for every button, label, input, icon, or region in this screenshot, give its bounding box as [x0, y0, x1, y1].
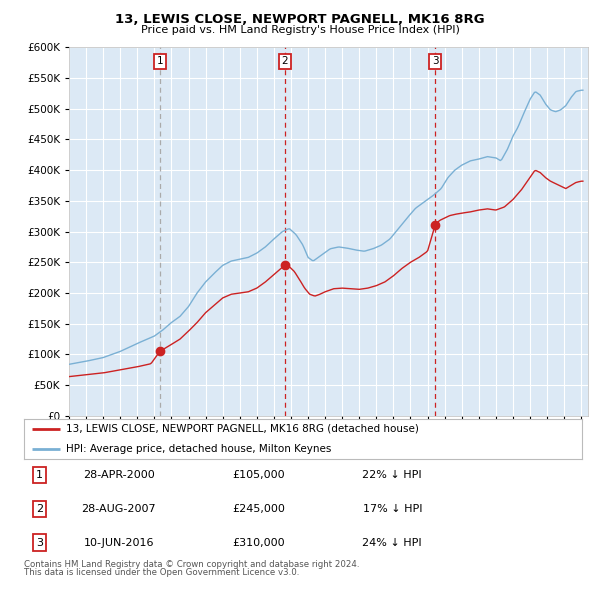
Text: £105,000: £105,000 — [232, 470, 284, 480]
Text: 1: 1 — [157, 56, 163, 66]
Text: 13, LEWIS CLOSE, NEWPORT PAGNELL, MK16 8RG: 13, LEWIS CLOSE, NEWPORT PAGNELL, MK16 8… — [115, 13, 485, 26]
Text: £245,000: £245,000 — [232, 504, 285, 514]
Text: This data is licensed under the Open Government Licence v3.0.: This data is licensed under the Open Gov… — [24, 568, 299, 577]
Text: 3: 3 — [36, 537, 43, 548]
Text: Price paid vs. HM Land Registry's House Price Index (HPI): Price paid vs. HM Land Registry's House … — [140, 25, 460, 35]
Text: 17% ↓ HPI: 17% ↓ HPI — [362, 504, 422, 514]
Text: 28-APR-2000: 28-APR-2000 — [83, 470, 155, 480]
Text: 10-JUN-2016: 10-JUN-2016 — [83, 537, 154, 548]
Text: 24% ↓ HPI: 24% ↓ HPI — [362, 537, 422, 548]
Text: Contains HM Land Registry data © Crown copyright and database right 2024.: Contains HM Land Registry data © Crown c… — [24, 560, 359, 569]
Text: 1: 1 — [36, 470, 43, 480]
Text: £310,000: £310,000 — [232, 537, 284, 548]
Text: 2: 2 — [281, 56, 288, 66]
Text: 2: 2 — [36, 504, 43, 514]
Text: 22% ↓ HPI: 22% ↓ HPI — [362, 470, 422, 480]
Text: 13, LEWIS CLOSE, NEWPORT PAGNELL, MK16 8RG (detached house): 13, LEWIS CLOSE, NEWPORT PAGNELL, MK16 8… — [66, 424, 419, 434]
Text: 28-AUG-2007: 28-AUG-2007 — [82, 504, 156, 514]
Text: HPI: Average price, detached house, Milton Keynes: HPI: Average price, detached house, Milt… — [66, 444, 331, 454]
Text: 3: 3 — [432, 56, 439, 66]
